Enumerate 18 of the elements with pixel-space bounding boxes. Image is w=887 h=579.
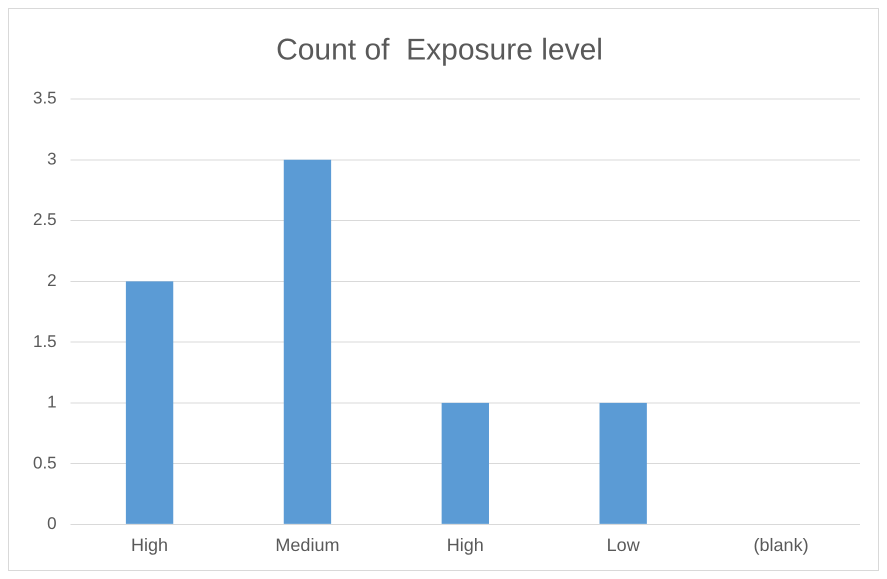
bar [442,402,489,524]
x-tick-label: Medium [275,535,340,556]
chart-title: Count of Exposure level [276,33,603,66]
y-tick-label: 2 [47,271,57,290]
x-tick-label: High [131,535,168,556]
y-tick-label: 0 [47,514,57,534]
y-tick-label: 0.5 [32,453,57,472]
bar [284,160,332,524]
bar [600,402,647,524]
y-tick-label: 3 [47,149,57,168]
y-tick-label: 1.5 [32,332,57,351]
bar [126,281,174,524]
y-tick-label: 1 [47,392,57,412]
x-tick-label: Low [606,535,641,556]
x-tick-label: High [446,535,484,556]
y-tick-label: 2.5 [32,210,57,230]
x-tick-label: (blank) [754,535,809,556]
y-tick-label: 3.5 [32,88,57,108]
